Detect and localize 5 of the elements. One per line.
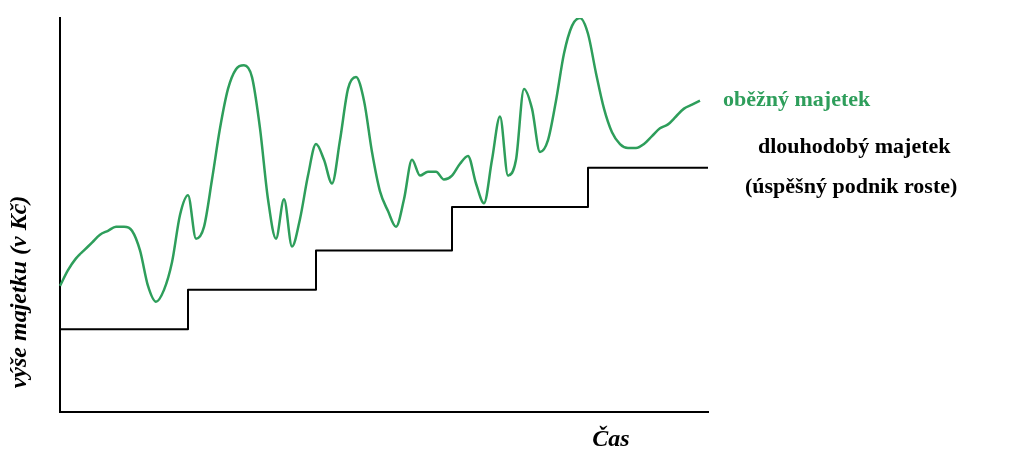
text: (úspěšný podnik roste)	[745, 173, 958, 199]
series-label: oběžný majetek	[723, 86, 872, 112]
text: dlouhodobý majetek	[758, 133, 952, 159]
y-axis-title: výše majetku (v Kč)	[5, 195, 32, 389]
x-axis-title: Čas	[592, 425, 630, 452]
